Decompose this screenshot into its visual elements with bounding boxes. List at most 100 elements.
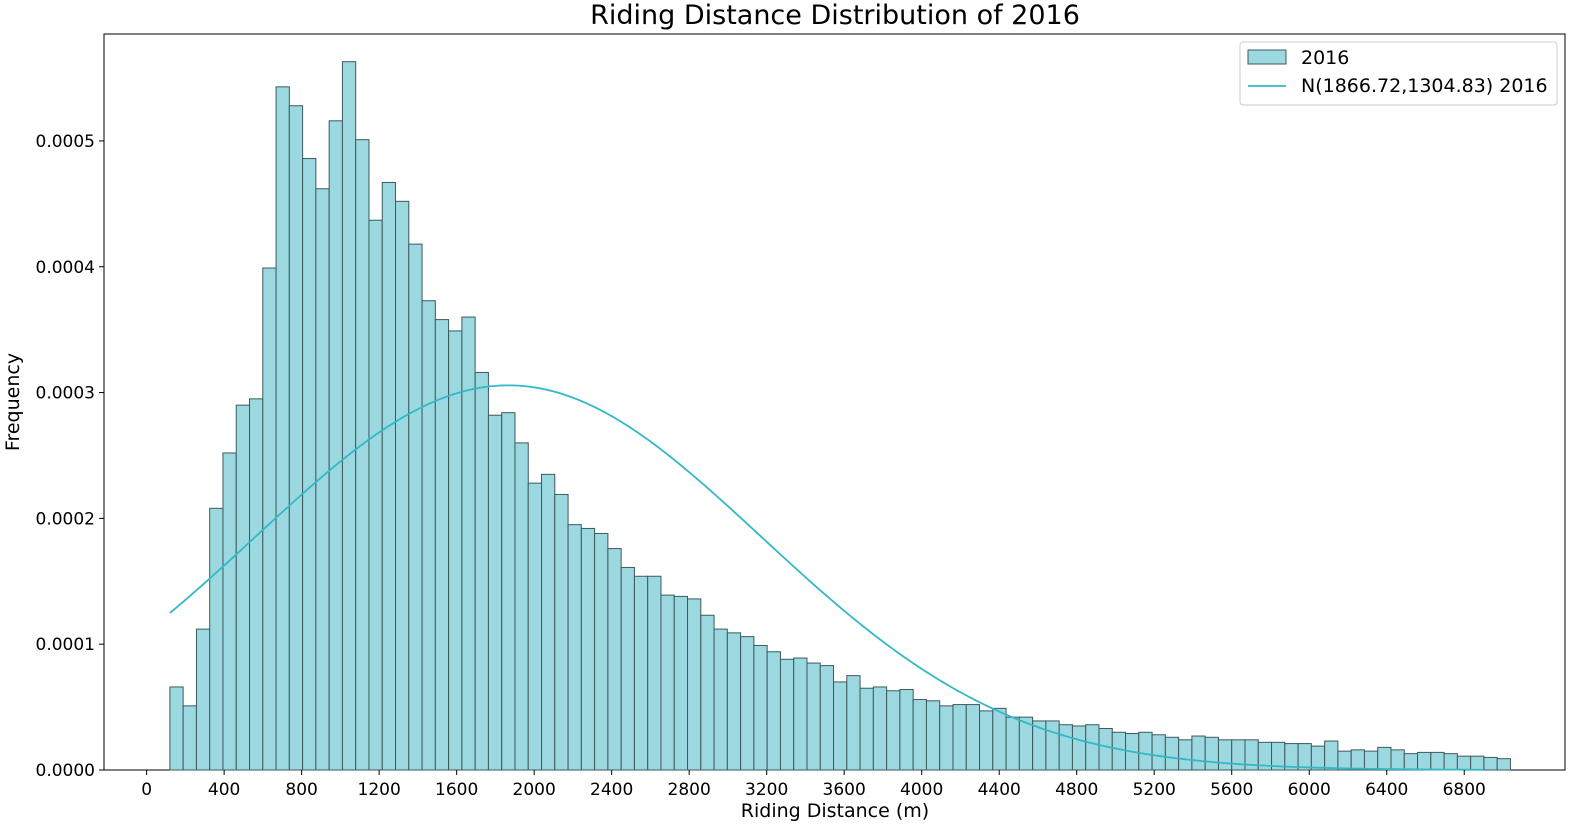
histogram-bar [580,527,596,771]
histogram-bar [1005,716,1020,771]
histogram-bar [514,442,529,771]
histogram-bar [740,636,755,771]
histogram-bar [434,319,450,771]
histogram-bar [1231,739,1246,771]
y-tick-label: 0.0002 [36,509,95,529]
histogram-bar [249,398,264,771]
y-tick-label: 0.0000 [36,761,95,781]
histogram-bar [395,200,410,771]
legend-hist-label: 2016 [1301,47,1349,69]
histogram-bar [673,595,689,771]
y-tick-label: 0.0004 [36,258,95,278]
histogram-bars [169,61,1511,771]
histogram-bar [1217,739,1233,771]
histogram-bar [275,86,290,771]
histogram-bar [713,628,728,771]
histogram-bar [222,452,237,771]
histogram-bar [1045,720,1060,771]
chart-title: Riding Distance Distribution of 2016 [590,0,1080,31]
histogram-bar [965,704,981,771]
histogram-bar [487,414,503,771]
legend-hist-swatch [1247,49,1287,65]
x-tick-label: 2000 [513,780,556,800]
x-tick-label: 800 [285,780,317,800]
histogram-bar [992,707,1007,771]
histogram-bar [302,158,317,771]
histogram-bar [368,219,383,771]
histogram-bar [979,710,994,771]
histogram-bar [235,404,251,771]
histogram-bar [1377,746,1392,771]
histogram-bar [1337,750,1352,771]
histogram-bar [461,316,476,771]
histogram-bar [806,662,821,771]
legend-curve-label: N(1866.72,1304.83) 2016 [1301,75,1548,97]
histogram-bar [341,61,357,771]
normal-curve-line [169,384,1484,771]
histogram-bar [1363,750,1379,771]
histogram-bar [700,614,715,771]
x-axis-ticks: 0 400 800 1200 1600 2000 2400 2800 3200 3600 4000 4… [141,770,1486,800]
histogram-bar [1138,731,1153,771]
histogram-bar [381,181,397,771]
histogram-bar [1310,745,1326,771]
legend: 2016 N(1866.72,1304.83) 2016 [1239,41,1558,106]
x-tick-label: 3600 [823,780,866,800]
histogram-bar [1058,724,1073,771]
histogram-bar [687,598,702,771]
y-tick-label: 0.0003 [36,384,95,404]
x-tick-label: 400 [208,780,240,800]
histogram-bar [779,658,795,771]
histogram-bar [660,594,675,771]
x-tick-label: 4800 [1055,780,1098,800]
histogram-bar [753,644,768,771]
histogram-bar [766,651,781,771]
x-tick-label: 6800 [1443,780,1486,800]
x-tick-label: 2800 [668,780,711,800]
histogram-bar [620,566,635,771]
histogram-bar [1496,758,1511,771]
histogram-bar [793,657,808,771]
histogram-bar [1151,734,1166,771]
histogram-bar [1164,736,1180,771]
histogram-bar [633,575,649,771]
x-tick-label: 2400 [590,780,633,800]
x-tick-label: 6400 [1365,780,1408,800]
histogram-bar [939,705,954,771]
histogram-bar [1191,735,1206,771]
x-tick-label: 1600 [435,780,478,800]
histogram-bar [474,371,489,771]
histogram-bar [647,575,662,771]
histogram-bar [1483,756,1498,771]
histogram-bar [594,532,609,771]
histogram-bar [501,412,516,771]
histogram-bar [288,105,304,771]
histogram-bar [1098,727,1113,771]
y-axis-label: Frequency [2,353,24,451]
histogram-bar [952,704,967,771]
histogram-bar [1470,755,1485,771]
histogram-bar [554,493,569,771]
histogram-bar [1297,743,1312,771]
histogram-bar [859,687,874,771]
x-tick-label: 1200 [358,780,401,800]
y-tick-label: 0.0005 [36,132,95,152]
histogram-bar [1443,753,1458,771]
histogram-bar [421,300,436,771]
histogram-bar [209,507,224,771]
histogram-bar [1403,753,1419,771]
histogram-bar [408,243,423,771]
histogram-bar [169,686,184,771]
histogram-bar [328,120,343,771]
x-tick-label: 3200 [745,780,788,800]
histogram-bar [448,330,463,771]
histogram-bar [1204,736,1219,771]
histogram-bar [1324,740,1339,771]
histogram-bar [1111,731,1127,771]
histogram-bar [1071,725,1087,771]
histogram-bar [567,524,582,771]
histogram-bar [1390,749,1405,771]
x-tick-label: 4000 [900,780,943,800]
histogram-bar [1417,751,1432,771]
